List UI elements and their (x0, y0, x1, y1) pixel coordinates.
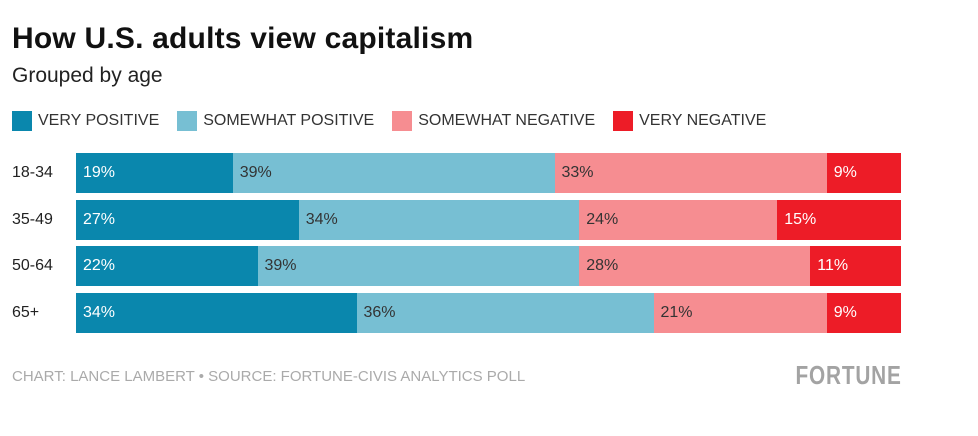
data-label: 21% (660, 303, 693, 321)
bar-segment: 9% (826, 292, 901, 333)
legend-swatch (12, 111, 32, 131)
stacked-bar: 27% 34% 24% 15% (76, 199, 901, 240)
legend-swatch (177, 111, 198, 131)
legend-swatch (613, 111, 634, 131)
bar-segment: 39% (232, 153, 555, 193)
data-label: 9% (833, 303, 857, 321)
bar-segment: 9% (826, 153, 901, 193)
category-label: 65+ (12, 303, 40, 321)
bar-segment: 33% (554, 153, 827, 193)
data-label: 24% (586, 210, 619, 228)
legend: VERY POSITIVE SOMEWHAT POSITIVE SOMEWHAT N… (12, 111, 784, 131)
bar-row: 35-49 27% 34% 24% 15% (12, 199, 901, 240)
bar-segment: 19% (76, 153, 233, 193)
bar-row: 65+ 34% 36% 21% 9% (12, 292, 901, 333)
stacked-bar: 19% 39% 33% 9% (76, 153, 901, 193)
bar-rows: 18-34 19% 39% 33% 9% 35-49 27% 34% 24% 15% 50-64 22… (12, 153, 901, 339)
bar-segment: 28% (579, 246, 811, 286)
chart-subtitle: Grouped by age (12, 64, 163, 87)
data-label: 34% (305, 210, 338, 228)
bar-segment: 15% (777, 199, 901, 240)
bar-segment: 22% (76, 246, 258, 286)
data-label: 19% (83, 164, 116, 181)
bar-segment: 21% (653, 292, 827, 333)
data-label: 39% (264, 257, 297, 274)
data-label: 11% (817, 257, 849, 274)
data-label: 39% (239, 164, 272, 181)
legend-label: SOMEWHAT NEGATIVE (418, 112, 596, 129)
legend-label: SOMEWHAT POSITIVE (203, 112, 375, 129)
fortune-logo: FORTUNE (795, 360, 902, 390)
data-label: 28% (586, 257, 619, 274)
source-credit: CHART: LANCE LAMBERT • SOURCE: FORTUNE-C… (12, 368, 526, 385)
category-label: 50-64 (12, 257, 53, 274)
data-label: 33% (561, 164, 594, 181)
data-label: 22% (83, 257, 116, 274)
data-label: 36% (363, 303, 396, 321)
category-label: 18-34 (12, 164, 53, 181)
bar-segment: 34% (298, 199, 580, 240)
bar-segment: 24% (579, 199, 778, 240)
data-label: 9% (833, 164, 857, 181)
bar-segment: 36% (356, 292, 654, 333)
bar-row: 50-64 22% 39% 28% 11% (12, 246, 901, 286)
category-label: 35-49 (12, 210, 53, 228)
chart-title: How U.S. adults view capitalism (12, 22, 474, 55)
legend-swatch (392, 111, 413, 131)
legend-item: SOMEWHAT NEGATIVE (392, 111, 595, 131)
legend-item: VERY NEGATIVE (613, 111, 766, 131)
bar-segment: 39% (257, 246, 580, 286)
legend-label: VERY POSITIVE (38, 112, 160, 129)
stacked-bar: 34% 36% 21% 9% (76, 292, 901, 333)
bar-segment: 34% (76, 292, 357, 333)
bar-row: 18-34 19% 39% 33% 9% (12, 153, 901, 193)
bar-segment: 27% (76, 199, 299, 240)
legend-item: SOMEWHAT POSITIVE (177, 111, 374, 131)
data-label: 15% (784, 210, 817, 228)
bar-segment: 11% (810, 246, 901, 286)
legend-item: VERY POSITIVE (12, 111, 159, 131)
legend-label: VERY NEGATIVE (639, 112, 767, 129)
stacked-bar: 22% 39% 28% 11% (76, 246, 901, 286)
data-label: 27% (83, 210, 116, 228)
data-label: 34% (83, 303, 116, 321)
